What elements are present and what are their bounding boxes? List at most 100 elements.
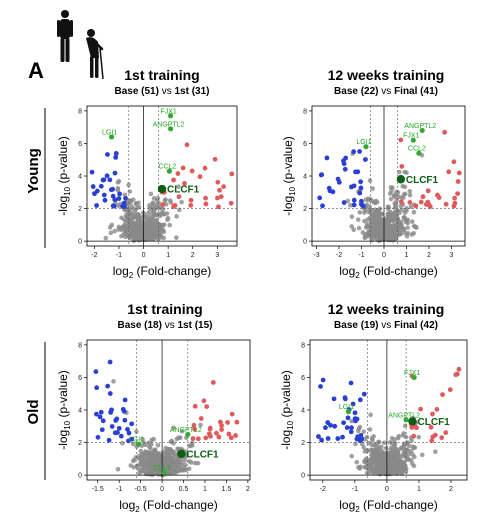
data-point [206,431,212,437]
data-point [167,222,173,228]
y-axis-label: -log10 (p-value) [56,370,72,450]
row-label-young: Young [25,108,46,248]
data-point [151,196,157,201]
data-point [155,451,161,456]
data-point [341,200,347,205]
y-axis-label: -log10 (p-value) [56,136,72,216]
data-point [354,459,360,465]
data-point [107,391,113,396]
data-point [105,383,111,389]
data-point [106,437,112,443]
data-point [188,202,194,208]
data-point [326,185,332,191]
data-point [407,200,413,205]
data-point [366,440,372,446]
data-point [151,449,157,454]
data-point [393,233,399,238]
data-point [123,213,129,218]
x-axis-label: log2 (Fold-change) [339,264,438,280]
data-point [109,424,115,429]
data-point [351,197,357,203]
data-point [428,424,434,430]
data-point [389,445,394,450]
highlight-point [108,134,115,140]
data-point [126,182,131,188]
data-point [100,418,106,424]
data-point [131,238,137,243]
data-point [392,226,398,232]
data-point [143,212,148,217]
data-point [121,217,127,223]
data-point [158,235,163,240]
data-point [192,403,198,409]
data-point [108,410,114,415]
data-point [95,434,101,440]
data-point [148,191,154,197]
x-axis-label: log2 (Fold-change) [113,264,212,280]
data-point [410,452,415,457]
data-point [368,412,373,418]
data-point [116,196,122,201]
data-point [399,195,404,200]
data-point [115,466,121,472]
data-point [147,454,153,460]
data-point [367,204,372,209]
data-point [456,170,462,176]
data-point [418,199,424,205]
data-point [340,434,345,440]
data-point [369,459,375,465]
x-tick-label: 2 [427,252,431,259]
y-tick-label: 8 [78,342,82,349]
data-point [139,219,145,225]
data-point [351,149,357,155]
data-point [151,436,156,442]
data-point [151,208,156,213]
panel-subtitle: Base (22) vs Final (41) [334,86,438,97]
data-point [167,446,173,452]
y-tick-label: 2 [303,206,307,213]
data-point [198,416,204,421]
data-point [434,406,440,412]
data-point [404,233,410,239]
data-point [138,448,144,454]
data-point [373,456,378,461]
panel-subtitle: Base (51) vs 1st (31) [114,86,209,97]
data-point [156,223,162,229]
data-point [387,191,393,196]
y-tick-label: 6 [301,375,305,382]
volcano-panel-3: 1st training Base (18) vs 1st (15) ANGPTL2… [56,301,251,514]
data-point [425,188,431,194]
gene-label: CCL2 [158,164,176,171]
data-point [364,448,370,453]
data-point [397,169,402,175]
data-point [142,235,147,240]
data-point [121,408,127,414]
data-point [349,224,355,229]
data-point [165,217,170,223]
data-point [174,214,179,219]
data-point [396,229,401,235]
data-point [345,198,351,204]
data-point [390,211,396,217]
data-point [331,396,337,402]
x-tick-label: 2 [191,252,195,259]
data-point [363,197,369,202]
data-point [351,227,357,233]
data-point [407,192,413,198]
data-point [404,440,410,446]
gene-label: CCL2 [408,146,426,153]
data-point [118,433,124,439]
data-point [195,436,201,442]
highlight-point [345,409,352,415]
gene-label: ANGPTL2 [153,121,185,128]
data-point [110,186,116,192]
highlight-point [419,127,425,134]
data-point [207,426,213,432]
data-point [349,214,355,219]
data-point [128,199,134,204]
data-point [148,441,154,447]
data-point [191,422,197,428]
data-point [335,436,341,441]
data-point [407,188,413,194]
data-point [127,189,133,194]
